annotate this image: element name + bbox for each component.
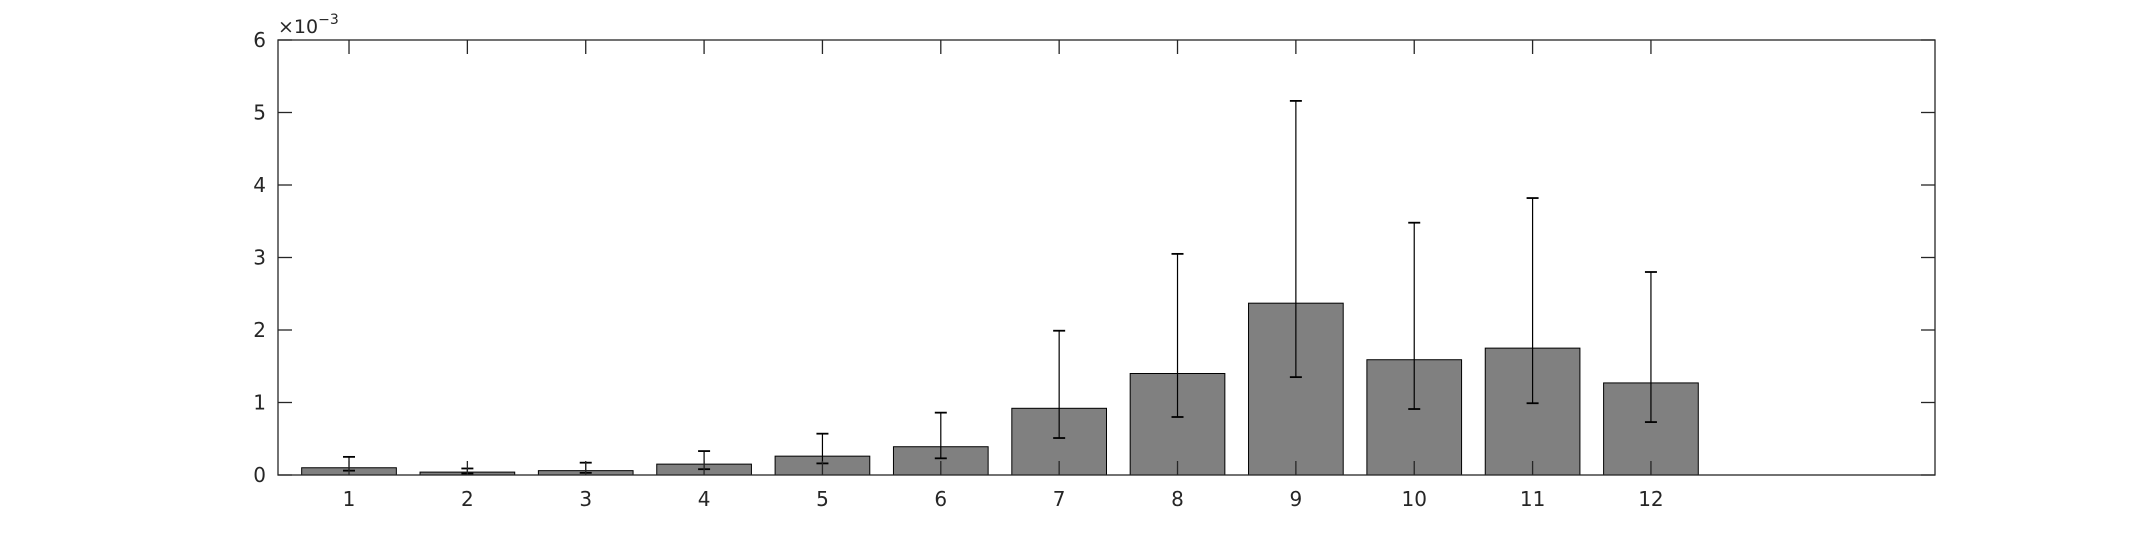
y-tick-label-4: 4 <box>253 173 266 197</box>
axis-ticks-group <box>278 39 1935 476</box>
y-tick-labels: 0 1 2 3 4 5 6 <box>253 28 266 487</box>
y-tick-label-5: 5 <box>253 101 266 125</box>
x-tick-label-4: 4 <box>698 487 711 511</box>
bars-group <box>301 302 1699 476</box>
x-tick-label-11: 11 <box>1520 487 1545 511</box>
x-tick-label-9: 9 <box>1290 487 1303 511</box>
x-tick-label-12: 12 <box>1638 487 1663 511</box>
y-tick-label-2: 2 <box>253 318 266 342</box>
error-bars-group <box>343 100 1657 475</box>
y-tick-label-1: 1 <box>253 391 266 415</box>
x-tick-label-3: 3 <box>579 487 592 511</box>
x-tick-label-8: 8 <box>1171 487 1184 511</box>
y-tick-label-0: 0 <box>253 463 266 487</box>
x-tick-label-1: 1 <box>343 487 356 511</box>
x-tick-labels: 1 2 3 4 5 6 7 8 9 10 11 12 <box>343 487 1664 511</box>
x-tick-label-5: 5 <box>816 487 829 511</box>
y-tick-label-3: 3 <box>253 246 266 270</box>
x-tick-label-10: 10 <box>1402 487 1427 511</box>
x-tick-label-6: 6 <box>934 487 947 511</box>
x-tick-label-2: 2 <box>461 487 474 511</box>
y-exponent-label: ×10−3 <box>278 12 339 38</box>
y-tick-label-6: 6 <box>253 28 266 52</box>
x-tick-label-7: 7 <box>1053 487 1066 511</box>
